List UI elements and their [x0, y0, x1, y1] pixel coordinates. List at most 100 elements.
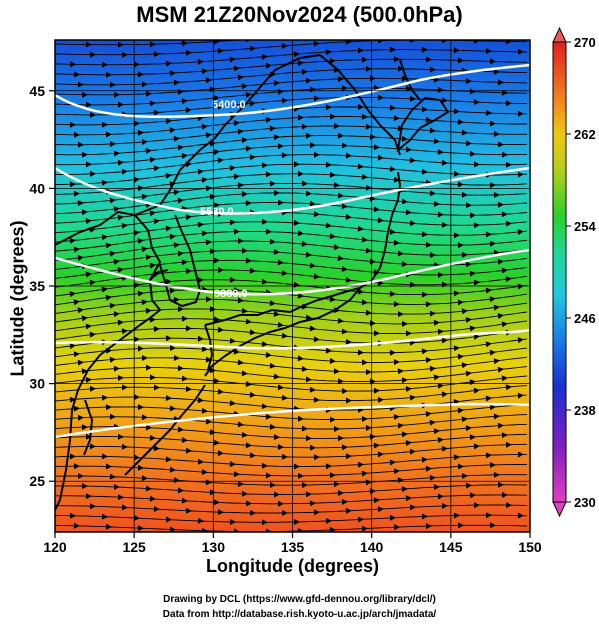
streamline-arrow — [133, 454, 140, 461]
streamline-arrow — [298, 170, 304, 177]
streamline-arrow — [165, 225, 172, 232]
streamline-arrow — [294, 161, 300, 168]
streamline-arrow — [505, 100, 512, 107]
streamline — [55, 68, 528, 86]
streamline-arrow — [153, 218, 160, 225]
streamline-arrow — [137, 238, 144, 244]
streamline-arrow — [141, 299, 148, 306]
streamline-arrow — [313, 95, 320, 102]
streamline-arrow — [177, 426, 184, 433]
streamline-arrow — [409, 394, 416, 401]
streamline-arrow — [441, 159, 448, 166]
streamline — [55, 494, 528, 505]
streamline-arrow — [113, 483, 120, 490]
streamline-arrow — [149, 41, 156, 48]
x-tick-label: 140 — [360, 539, 384, 555]
streamline-arrow — [345, 277, 352, 283]
streamline-arrow — [201, 469, 208, 475]
streamline-arrow — [493, 358, 500, 365]
streamline — [55, 443, 528, 458]
streamline-arrow — [346, 397, 352, 404]
streamline-arrow — [169, 233, 176, 240]
streamline-arrow — [501, 211, 508, 218]
streamline-arrow — [502, 28, 508, 34]
streamline-arrow — [118, 41, 124, 48]
streamline — [55, 484, 528, 495]
streamline-arrow — [465, 425, 472, 432]
streamline-arrow — [86, 41, 92, 48]
coast-ryukyu — [124, 384, 206, 476]
streamline-arrow — [301, 68, 308, 75]
streamline-arrow — [466, 202, 472, 209]
streamline-arrow — [453, 108, 460, 115]
streamline-arrow — [441, 391, 448, 398]
streamline-arrow — [361, 416, 368, 422]
streamline-arrow — [166, 335, 172, 342]
streamline-arrow — [141, 475, 148, 482]
streamline-arrow — [374, 28, 380, 34]
streamline-arrow — [169, 526, 176, 532]
streamline — [55, 394, 528, 411]
streamline — [55, 154, 528, 176]
streamline-arrow — [237, 481, 244, 487]
streamline-arrow — [81, 368, 88, 375]
streamline-arrow — [77, 255, 84, 261]
streamline-arrow — [177, 197, 184, 204]
streamline-arrow — [265, 116, 272, 123]
streamline-arrow — [245, 145, 252, 152]
streamline-arrow — [357, 47, 364, 54]
streamline-arrow — [281, 43, 288, 49]
streamline-arrow — [373, 144, 380, 151]
streamline-arrow — [122, 51, 128, 58]
streamline-arrow — [485, 48, 492, 55]
streamline-arrow — [437, 86, 444, 93]
streamline-arrow — [489, 404, 496, 411]
streamline-arrow — [201, 68, 208, 75]
streamline-arrow — [105, 463, 112, 470]
streamline-arrow — [397, 250, 404, 257]
streamline-arrow — [205, 418, 212, 425]
streamline-arrow — [305, 190, 312, 197]
streamline-arrow — [409, 504, 416, 511]
streamline-arrow — [273, 434, 280, 441]
streamline — [55, 269, 528, 288]
streamline-arrow — [485, 452, 492, 459]
streamline-arrow — [261, 403, 268, 410]
streamline-arrow — [365, 247, 372, 254]
streamline-arrow — [185, 447, 192, 454]
x-tick-label: 130 — [202, 539, 226, 555]
streamline-arrow — [181, 497, 188, 504]
streamline-arrow — [169, 405, 176, 412]
streamline-arrow — [422, 291, 428, 298]
coast-korea-peninsula — [159, 214, 202, 308]
streamline-arrow — [469, 88, 476, 95]
streamline-arrow — [489, 296, 496, 303]
streamline — [55, 366, 528, 383]
streamline-arrow — [397, 368, 404, 375]
streamline-arrow — [101, 513, 108, 520]
streamline-arrow — [389, 514, 396, 521]
streamline-arrow — [241, 490, 248, 497]
lat-lon-grid — [55, 40, 530, 532]
streamline-arrow — [294, 463, 300, 470]
streamline-arrow — [517, 283, 524, 290]
streamline-arrow — [402, 320, 408, 327]
streamline — [55, 414, 528, 430]
streamline-arrow — [141, 414, 148, 421]
streamline-arrow — [337, 435, 344, 442]
streamline-arrow — [461, 473, 468, 479]
streamline-arrow — [433, 200, 440, 207]
streamline — [55, 49, 528, 66]
streamline-arrow — [373, 497, 380, 504]
streamline-arrow — [329, 527, 336, 532]
streamline-arrow — [473, 387, 480, 394]
streamline-arrow — [489, 120, 496, 127]
contour-label-5400: 5400.0 — [212, 99, 246, 111]
streamline-arrow — [341, 444, 348, 451]
streamline-arrow — [333, 244, 340, 251]
streamline-arrow — [165, 456, 172, 463]
streamline — [55, 288, 528, 306]
streamline-arrow — [177, 487, 184, 494]
streamline-arrow — [205, 356, 212, 363]
streamline-arrow — [425, 411, 432, 417]
